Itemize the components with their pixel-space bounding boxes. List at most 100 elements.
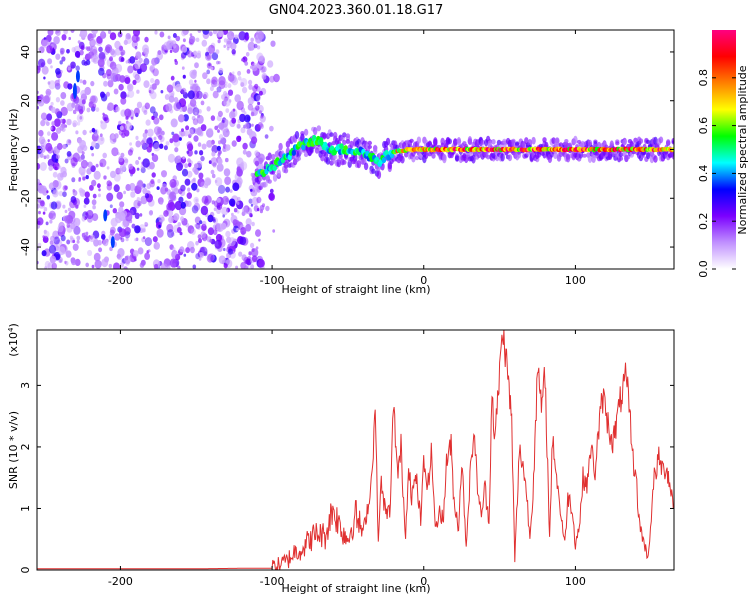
spectrogram-cell: [453, 138, 458, 147]
spectrogram-cell: [231, 49, 236, 55]
spectrogram-cell: [132, 71, 139, 79]
y-tick-label: 3: [19, 382, 32, 389]
spectrogram-cell: [43, 95, 50, 104]
spectrogram-cell: [67, 83, 73, 90]
spectrogram-cell: [54, 79, 60, 87]
spectrogram-cell: [238, 31, 246, 41]
spectrogram-cell: [99, 133, 103, 137]
spectrogram-cell: [336, 158, 341, 163]
spectrogram-cell: [385, 137, 391, 146]
spectrogram-cell: [210, 66, 214, 71]
spectrogram-cell: [195, 198, 198, 202]
spectrogram-x-ticks: -200 -100 0 100: [108, 30, 586, 287]
spectrogram-cell: [153, 117, 160, 125]
spectrogram-cell: [267, 152, 272, 161]
snr-y-multiplier: (x104): [7, 323, 20, 357]
spectrogram-cell: [60, 118, 64, 123]
spectrogram-cell: [342, 139, 347, 145]
spectrogram-cell: [133, 255, 137, 260]
spectrogram-cell: [180, 184, 186, 192]
spectrogram-cell: [101, 258, 109, 268]
spectrogram-cell: [250, 203, 254, 207]
spectrogram-cell: [73, 225, 81, 235]
spectrogram-cell: [227, 73, 235, 82]
spectrogram-cell: [254, 83, 259, 89]
spectrogram-cell: [55, 30, 61, 36]
y-tick-label: -20: [19, 189, 32, 207]
spectrogram-cell: [261, 203, 266, 208]
spectrogram-cell: [112, 65, 117, 71]
spectrogram-cell: [74, 50, 81, 58]
spectrogram-cell: [153, 142, 161, 152]
spectrogram-cell: [177, 265, 181, 269]
spectrogram-cell: [53, 236, 60, 245]
spectrogram-cell: [202, 72, 208, 80]
spectrogram-cell: [82, 129, 87, 136]
spectrogram-cell: [272, 174, 278, 182]
spectrogram-cell: [134, 225, 141, 234]
spectrogram-cell: [250, 65, 253, 69]
spectrogram-cell: [254, 160, 260, 167]
spectrogram-cell: [223, 168, 231, 177]
spectrogram-cell: [192, 264, 197, 269]
x-tick-label: 100: [565, 575, 586, 588]
spectrogram-cell: [206, 62, 212, 69]
spectrogram-cell: [102, 152, 107, 159]
spectrogram-cell: [137, 200, 142, 207]
spectrogram-cell: [239, 236, 247, 246]
spectrogram-cell: [94, 259, 102, 269]
spectrogram-cell: [244, 122, 250, 130]
spectrogram-cell: [46, 113, 53, 121]
spectrogram-cell: [246, 150, 252, 158]
spectrogram-cell: [106, 192, 114, 202]
spectrogram-cell: [107, 102, 114, 111]
spectrogram-cell: [201, 39, 208, 47]
spectrogram-cell: [93, 58, 97, 63]
snr-y-axis-label: SNR (10 * v/v): [7, 411, 20, 489]
spectrogram-cell: [72, 82, 77, 99]
spectrogram-cell: [218, 122, 225, 130]
spectrogram-cell: [172, 33, 177, 38]
spectrogram-cell: [136, 101, 143, 109]
spectrogram-cell: [143, 110, 148, 115]
spectrogram-cell: [196, 127, 203, 136]
spectrogram-y-ticks: -40 -20 0 20 40: [19, 45, 674, 256]
spectrogram-cell: [173, 101, 181, 112]
spectrogram-cell: [250, 242, 255, 249]
spectrogram-cell: [144, 252, 151, 260]
colorbar-tick-label: 0.4: [697, 165, 710, 183]
spectrogram-cell: [507, 154, 513, 162]
spectrogram-cell: [156, 228, 164, 238]
spectrogram-cell: [159, 114, 164, 121]
spectrogram-cell: [218, 140, 222, 145]
spectrogram-cell: [48, 244, 57, 254]
spectrogram-cell: [158, 224, 161, 228]
spectrogram-cell: [131, 34, 139, 43]
spectrogram-cell: [193, 135, 199, 142]
spectrogram-cell: [200, 231, 206, 239]
spectrogram-cell: [151, 172, 156, 178]
spectrogram-cell: [259, 209, 263, 214]
spectrogram-cell: [91, 153, 95, 157]
spectrogram-cell: [119, 228, 127, 238]
spectrogram-cell: [120, 97, 127, 105]
spectrogram-cell: [53, 36, 60, 45]
spectrogram-cell: [175, 35, 181, 42]
spectrogram-cell: [217, 129, 220, 133]
spectrogram-cell: [269, 125, 274, 132]
spectrogram-cell: [278, 142, 283, 151]
spectrogram-cell: [60, 100, 65, 106]
spectrogram-cell: [109, 229, 115, 236]
spectrogram-cell: [169, 178, 177, 188]
spectrogram-cell: [207, 214, 214, 223]
spectrogram-cell: [126, 115, 129, 120]
spectrogram-cell: [58, 246, 66, 256]
spectrogram-cell: [136, 197, 141, 202]
spectrogram-cell: [235, 265, 239, 269]
spectrogram-cell: [160, 263, 169, 269]
spectrogram-cell: [232, 108, 236, 112]
spectrogram-cell: [149, 65, 156, 73]
spectrogram-cell: [224, 119, 229, 125]
spectrogram-cell: [174, 147, 179, 153]
spectrogram-cell: [130, 191, 136, 198]
